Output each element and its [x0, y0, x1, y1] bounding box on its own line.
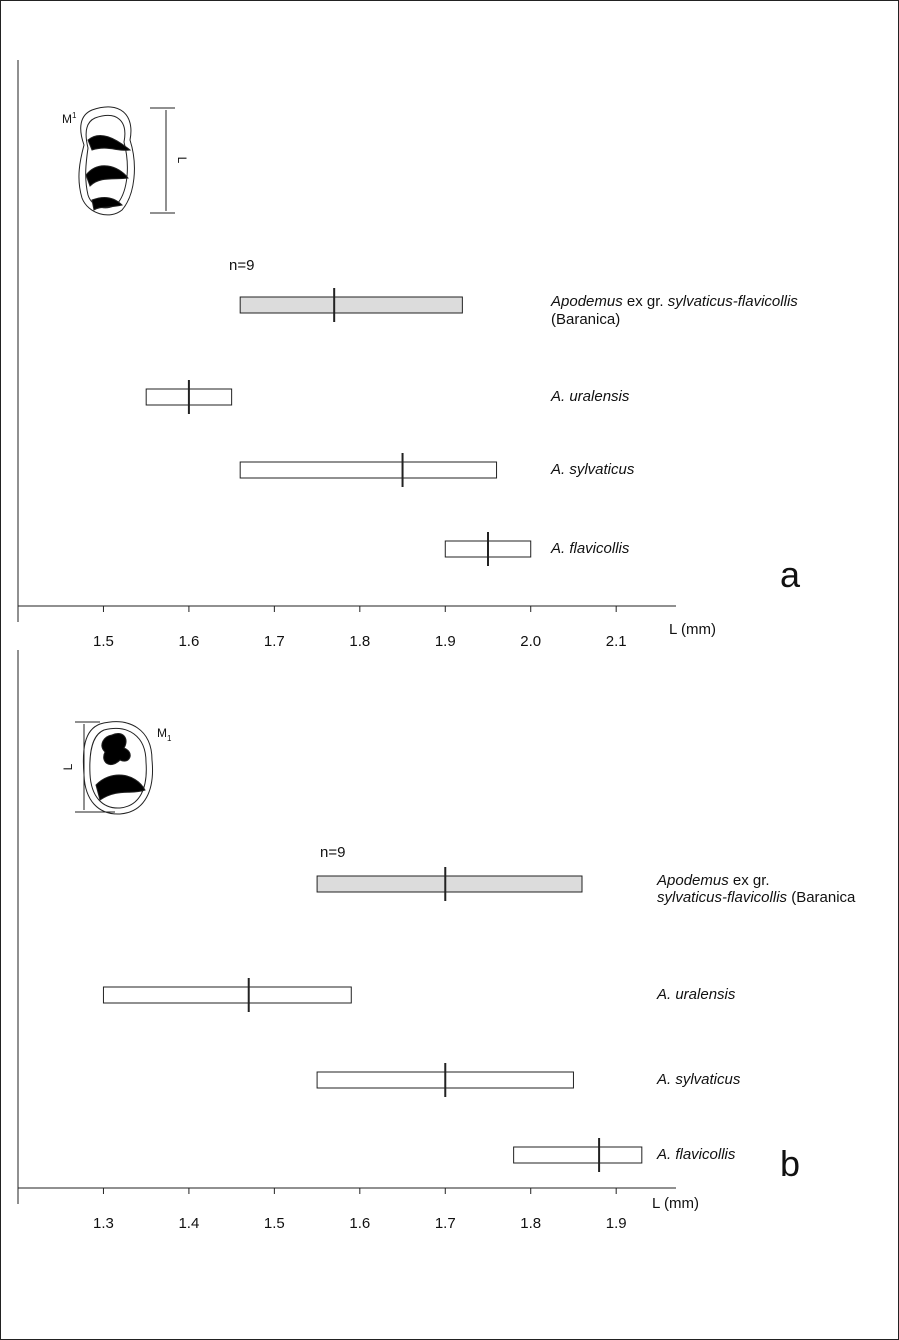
x-tick-label: 1.6: [349, 1215, 370, 1232]
category-label: A. sylvaticus: [550, 461, 635, 478]
label-part: Apodemus: [656, 872, 729, 889]
x-tick-label: 1.8: [349, 633, 370, 650]
category-label: sylvaticus-flavicollis (Baranica: [657, 889, 856, 906]
x-tick-label: 1.3: [93, 1215, 114, 1232]
label-part: ex gr.: [623, 293, 668, 310]
label-part: (Baranica: [787, 889, 856, 906]
range-bar: [317, 876, 582, 892]
tooth-letter: M: [62, 112, 72, 126]
label-part: A. flavicollis: [550, 540, 630, 557]
x-tick-label: 1.8: [520, 1215, 541, 1232]
label-part: A. uralensis: [656, 986, 736, 1003]
category-label: A. flavicollis: [550, 540, 630, 557]
category-label: A. uralensis: [656, 986, 736, 1003]
tooth-index: 1: [167, 734, 172, 743]
label-part: Apodemus: [550, 293, 623, 310]
range-bar: [240, 297, 462, 313]
category-label: Apodemus ex gr. sylvaticus-flavicollis: [550, 293, 798, 310]
x-tick-label: 1.5: [93, 633, 114, 650]
frame: [1, 1, 899, 1340]
category-label: A. sylvaticus: [656, 1071, 741, 1088]
x-tick-label: 2.0: [520, 633, 541, 650]
tooth-label: M1: [62, 111, 77, 126]
tooth-index: 1: [72, 111, 77, 120]
x-axis-label: L (mm): [669, 621, 716, 638]
category-label: A. uralensis: [550, 388, 630, 405]
label-part: A. sylvaticus: [550, 461, 635, 478]
category-label: Apodemus ex gr.: [656, 872, 770, 889]
tooth-dimension: L: [175, 157, 189, 164]
panel-label: b: [780, 1143, 800, 1184]
n-label: n=9: [229, 257, 254, 274]
x-tick-label: 1.5: [264, 1215, 285, 1232]
x-tick-label: 1.7: [435, 1215, 456, 1232]
figure: M1 L M1 L 1.51.61.71.81.92.02.1L (mm)an=…: [0, 0, 899, 1340]
x-tick-label: 1.7: [264, 633, 285, 650]
label-part: A. flavicollis: [656, 1146, 736, 1163]
x-tick-label: 1.9: [435, 633, 456, 650]
panel-label: a: [780, 554, 801, 595]
tooth-icon: [75, 722, 153, 814]
label-part: sylvaticus-flavicollis: [657, 889, 788, 906]
tooth-label: M1: [157, 726, 172, 743]
category-label: (Baranica): [551, 311, 620, 328]
x-tick-label: 1.9: [606, 1215, 627, 1232]
tooth-icon: [79, 107, 175, 215]
x-axis-label: L (mm): [652, 1195, 699, 1212]
tooth-dimension: L: [61, 763, 75, 770]
x-tick-label: 1.6: [178, 633, 199, 650]
range-bar: [240, 462, 496, 478]
range-bar: [514, 1147, 642, 1163]
x-tick-label: 2.1: [606, 633, 627, 650]
label-part: A. uralensis: [550, 388, 630, 405]
label-part: (Baranica): [551, 311, 620, 328]
label-part: ex gr.: [729, 872, 770, 889]
label-part: A. sylvaticus: [656, 1071, 741, 1088]
x-tick-label: 1.4: [178, 1215, 199, 1232]
tooth-letter: M: [157, 726, 167, 740]
category-label: A. flavicollis: [656, 1146, 736, 1163]
label-part: sylvaticus-flavicollis: [668, 293, 799, 310]
range-bar: [103, 987, 351, 1003]
n-label: n=9: [320, 844, 345, 861]
